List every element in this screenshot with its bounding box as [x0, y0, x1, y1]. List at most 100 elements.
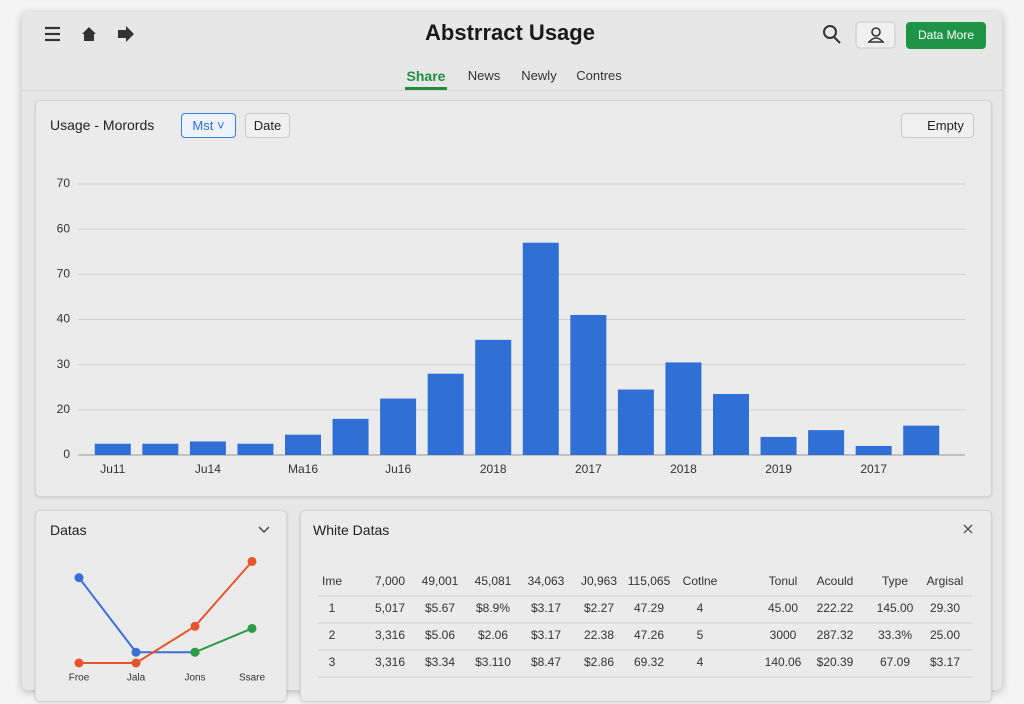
table-header: Acould	[817, 574, 854, 588]
x-tick-label: Ma16	[288, 462, 318, 476]
y-tick-label: 30	[57, 357, 71, 371]
bar	[522, 242, 559, 455]
empty-button[interactable]: Empty	[901, 113, 974, 138]
table-cell: 5	[697, 628, 704, 642]
bar	[94, 443, 131, 455]
table-header: 115,065	[628, 574, 671, 588]
point	[74, 658, 84, 668]
x-tick-label: Jons	[184, 673, 205, 684]
table-cell: 3000	[770, 628, 797, 642]
bar	[142, 443, 179, 455]
bar	[237, 443, 274, 455]
y-tick-label: 0	[63, 447, 70, 461]
table-cell: 3,316	[375, 628, 405, 642]
x-tick-label: 2018	[670, 462, 697, 476]
bar	[617, 389, 654, 455]
table-cell: $2.27	[584, 601, 614, 615]
bar	[665, 362, 702, 455]
chart-title: Usage - Morords	[50, 117, 155, 133]
y-tick-label: 70	[57, 267, 71, 281]
select[interactable]: Mst ˅	[181, 113, 236, 138]
x-tick-label: Jala	[127, 673, 146, 684]
nav-tab[interactable]: Contres	[576, 68, 622, 83]
table-cell: 69.32	[634, 655, 664, 669]
table-cell: 47.29	[634, 601, 664, 615]
table-cell: 3	[329, 655, 336, 669]
bar	[380, 398, 417, 455]
point	[74, 573, 84, 583]
x-tick-label: 2017	[860, 462, 887, 476]
table-cell: 29.30	[930, 601, 960, 615]
table-cell: 22.38	[584, 628, 614, 642]
date-button[interactable]: Date	[245, 113, 290, 138]
x-tick-label: Froe	[69, 673, 90, 684]
line-card	[35, 510, 287, 702]
panel-title: Datas	[50, 522, 87, 538]
point	[190, 647, 200, 657]
table-header: Ime	[322, 574, 342, 588]
bar	[903, 425, 940, 455]
y-tick-label: 60	[57, 221, 71, 235]
bar	[713, 394, 749, 455]
bar	[475, 339, 512, 455]
bar	[427, 373, 464, 455]
search-icon[interactable]	[823, 25, 841, 44]
table-cell: $5.06	[425, 628, 455, 642]
table-cell: 33.3%	[878, 628, 912, 642]
table-cell: $8.9%	[476, 601, 510, 615]
nav-tab[interactable]: Newly	[521, 68, 557, 83]
table-header: 45,081	[475, 574, 512, 588]
bar	[760, 436, 797, 455]
table-header: 34,063	[528, 574, 565, 588]
y-tick-label: 20	[57, 402, 71, 416]
forward-icon[interactable]	[118, 26, 134, 42]
bar	[189, 441, 226, 455]
table-cell: $20.39	[817, 655, 854, 669]
home-icon[interactable]	[82, 27, 96, 41]
table-cell: $2.06	[478, 628, 508, 642]
nav-tab[interactable]: Share	[406, 68, 446, 84]
x-tick-label: Ju14	[195, 462, 221, 476]
data-more-button[interactable]: Data More	[906, 22, 986, 49]
point	[247, 556, 257, 566]
x-tick-label: Ju11	[100, 462, 125, 476]
y-tick-label: 70	[57, 176, 71, 190]
table-cell: 47.26	[634, 628, 664, 642]
table-cell: $3.17	[930, 655, 960, 669]
y-tick-label: 40	[57, 312, 71, 326]
user-button[interactable]	[855, 21, 896, 49]
select-label: Mst	[192, 118, 214, 133]
table-cell: 4	[697, 655, 704, 669]
point	[131, 647, 141, 657]
table-cell: 1	[329, 601, 336, 615]
table-cell: $3.34	[425, 655, 455, 669]
table-cell: 145.00	[877, 601, 914, 615]
point	[131, 658, 141, 668]
line	[79, 560, 253, 664]
bar	[855, 445, 892, 455]
point	[247, 623, 257, 633]
nav-tab[interactable]: News	[467, 68, 501, 83]
bar	[332, 418, 369, 455]
table-cell: $3.17	[531, 601, 561, 615]
table-cell: 287.32	[817, 628, 854, 642]
table-header: 49,001	[422, 574, 459, 588]
table-header: Cotlne	[683, 574, 718, 588]
bar	[285, 434, 321, 455]
table-cell: 3,316	[375, 655, 405, 669]
table-cell: $8.47	[531, 655, 561, 669]
active-tab-underline	[405, 87, 447, 90]
close-icon[interactable]	[963, 524, 973, 534]
table-cell: $5.67	[425, 601, 455, 615]
collapse-icon[interactable]	[258, 526, 270, 533]
table-cell: 140.06	[765, 655, 802, 669]
x-tick-label: Ssare	[239, 673, 266, 684]
menu-icon[interactable]	[45, 26, 60, 42]
x-tick-label: Ju16	[385, 462, 411, 476]
table-header: 7,000	[375, 574, 405, 588]
x-tick-label: 2017	[575, 462, 602, 476]
point	[190, 621, 200, 631]
